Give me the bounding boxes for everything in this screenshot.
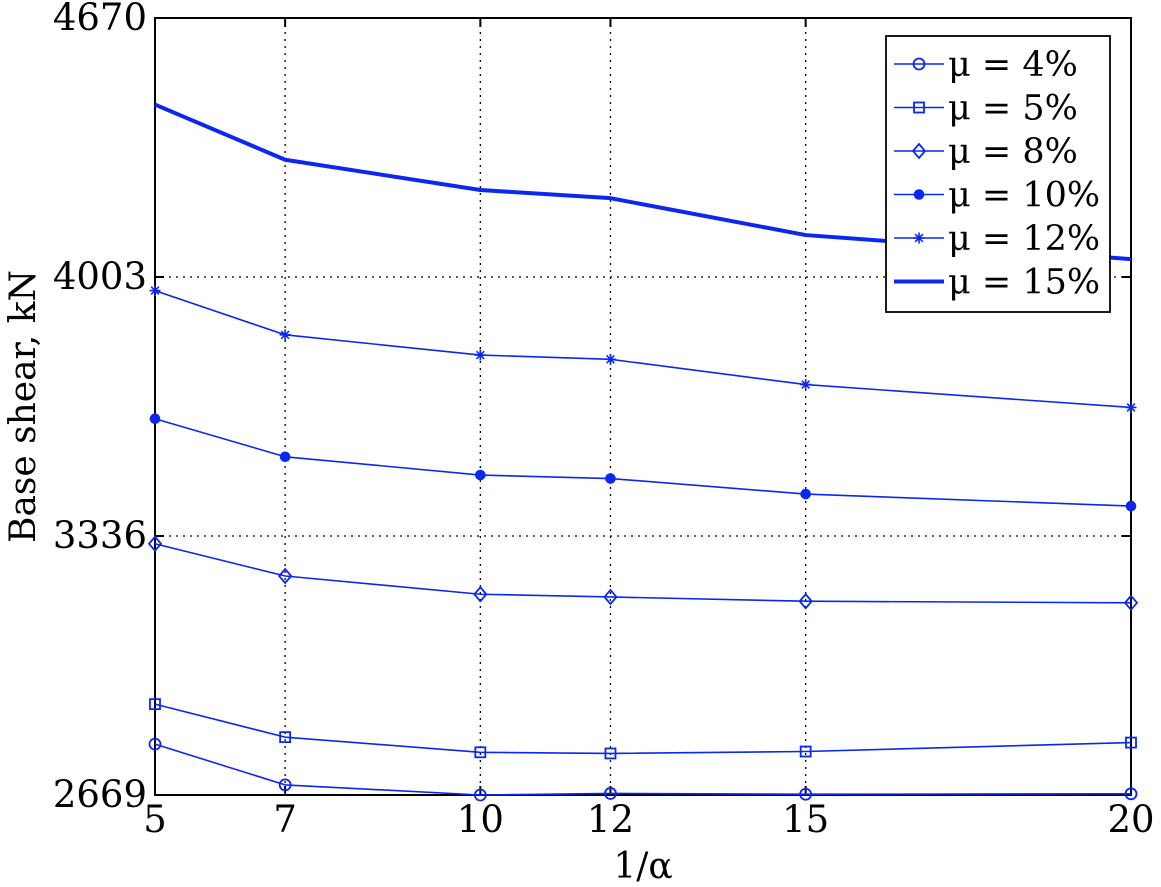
data-point bbox=[279, 731, 292, 744]
legend-entry: μ = 8% bbox=[894, 132, 1078, 172]
data-point bbox=[475, 469, 486, 481]
data-point bbox=[1125, 736, 1137, 749]
x-tick-label: 5 bbox=[143, 798, 167, 841]
data-point bbox=[799, 745, 812, 758]
series-5 bbox=[149, 285, 1137, 413]
legend-label: μ = 4% bbox=[948, 45, 1078, 85]
legend-label: μ = 12% bbox=[948, 219, 1100, 259]
legend-label: μ = 5% bbox=[948, 89, 1078, 129]
legend-label: μ = 15% bbox=[948, 263, 1100, 303]
y-axis-title: Base shear, kN bbox=[3, 270, 44, 543]
legend-marker bbox=[913, 189, 925, 200]
data-point bbox=[279, 451, 291, 463]
y-tick-label: 4670 bbox=[53, 0, 147, 39]
series-line bbox=[154, 102, 1132, 262]
y-tick-label: 3336 bbox=[53, 514, 147, 557]
series-line bbox=[154, 703, 1132, 755]
data-point bbox=[473, 585, 488, 603]
data-point bbox=[1125, 500, 1137, 512]
y-tick-label: 2669 bbox=[53, 773, 147, 816]
series-line bbox=[154, 417, 1132, 507]
series-1 bbox=[148, 737, 1138, 802]
x-axis-title: 1/α bbox=[613, 846, 672, 887]
series-line bbox=[154, 289, 1132, 409]
data-point bbox=[605, 473, 616, 484]
series-line bbox=[154, 743, 1132, 796]
data-point bbox=[800, 488, 811, 500]
data-point bbox=[279, 329, 291, 341]
x-tick-label: 10 bbox=[457, 798, 504, 841]
data-point bbox=[1124, 787, 1138, 801]
legend: μ = 4%μ = 5%μ = 8%μ = 10%μ = 12%μ = 15% bbox=[885, 35, 1111, 313]
series-group bbox=[147, 102, 1139, 802]
data-point bbox=[604, 747, 617, 760]
y-tick-label: 4003 bbox=[53, 255, 147, 298]
data-point bbox=[147, 535, 163, 553]
series-line bbox=[154, 542, 1132, 604]
data-point bbox=[277, 567, 293, 585]
data-point bbox=[148, 737, 162, 751]
legend-entry: μ = 12% bbox=[894, 219, 1100, 259]
data-point bbox=[473, 788, 487, 802]
data-point bbox=[278, 778, 292, 792]
data-point bbox=[149, 285, 161, 297]
x-tick-label: 20 bbox=[1107, 798, 1154, 841]
legend-marker bbox=[911, 142, 927, 160]
legend-entry: μ = 10% bbox=[894, 176, 1100, 216]
data-point bbox=[474, 349, 486, 361]
series-3 bbox=[147, 535, 1139, 612]
legend-label: μ = 8% bbox=[948, 132, 1078, 172]
legend-box bbox=[885, 35, 1111, 313]
legend-label: μ = 10% bbox=[948, 176, 1100, 216]
data-point bbox=[604, 787, 617, 800]
axis-ticks: 5 7 10 12 15 20 2669 3336 4003 4670 bbox=[53, 0, 1155, 841]
data-point bbox=[798, 592, 813, 610]
x-tick-label: 15 bbox=[782, 798, 829, 841]
data-point bbox=[1125, 401, 1137, 413]
series-2 bbox=[149, 698, 1137, 760]
data-point bbox=[799, 787, 813, 801]
legend-entry: μ = 15% bbox=[894, 263, 1100, 303]
data-point bbox=[474, 746, 487, 759]
data-point bbox=[149, 413, 161, 425]
data-point bbox=[149, 698, 161, 711]
data-point bbox=[603, 588, 618, 606]
x-tick-label: 12 bbox=[587, 798, 634, 841]
series-6 bbox=[154, 102, 1132, 262]
series-4 bbox=[149, 413, 1137, 512]
data-point bbox=[1123, 594, 1139, 612]
data-point bbox=[800, 379, 812, 391]
legend-entry: μ = 5% bbox=[894, 89, 1078, 129]
legend-marker bbox=[913, 101, 925, 114]
data-point bbox=[604, 353, 616, 365]
legend-entry: μ = 4% bbox=[894, 45, 1078, 85]
legend-marker bbox=[912, 57, 926, 71]
legend-marker bbox=[913, 232, 925, 244]
x-tick-label: 7 bbox=[273, 798, 297, 841]
